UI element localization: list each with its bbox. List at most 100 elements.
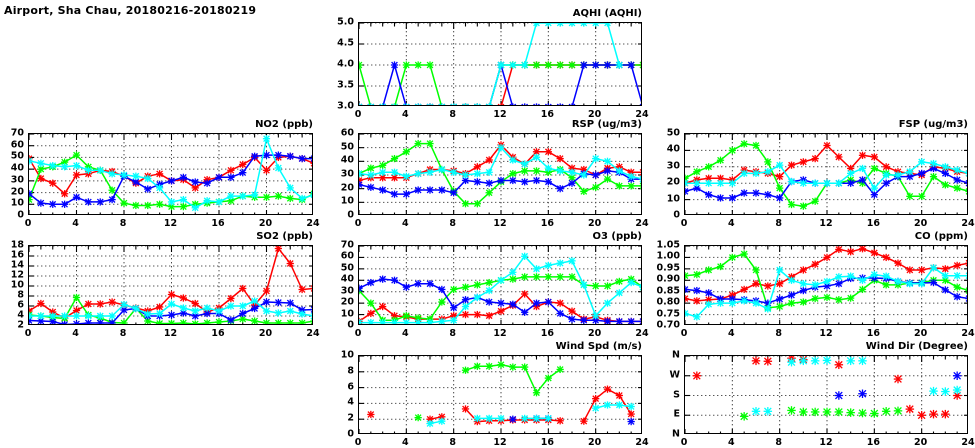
plot-canvas-fsp bbox=[685, 134, 967, 214]
y-tick-label: 8 bbox=[347, 365, 354, 377]
data-point-marker bbox=[603, 317, 612, 324]
data-point-marker bbox=[132, 304, 140, 313]
data-point-marker bbox=[29, 312, 33, 320]
data-point-marker bbox=[787, 299, 796, 307]
data-point-marker bbox=[918, 192, 926, 200]
data-point-marker bbox=[426, 318, 434, 324]
x-tick-label: 0 bbox=[680, 218, 688, 229]
data-point-marker bbox=[799, 158, 807, 166]
data-point-marker bbox=[603, 299, 612, 307]
y-tick-label: 0.75 bbox=[656, 308, 680, 320]
data-point-marker bbox=[521, 363, 529, 371]
plot-area-wind_spd bbox=[358, 355, 642, 434]
y-tick-label: 10 bbox=[340, 349, 354, 361]
data-point-marker bbox=[509, 170, 517, 178]
data-point-marker bbox=[965, 259, 967, 267]
data-point-marker bbox=[685, 309, 689, 318]
data-point-marker bbox=[485, 103, 493, 105]
data-point-marker bbox=[438, 298, 446, 306]
data-point-marker bbox=[37, 312, 45, 320]
data-point-marker bbox=[274, 246, 282, 253]
data-point-marker bbox=[438, 285, 446, 294]
data-point-marker bbox=[473, 170, 481, 178]
x-tick-label: 16 bbox=[540, 109, 554, 120]
data-point-marker bbox=[262, 166, 271, 174]
data-point-marker bbox=[787, 177, 796, 186]
data-point-marker bbox=[870, 191, 878, 199]
data-point-marker bbox=[509, 268, 517, 276]
data-point-marker bbox=[414, 139, 422, 148]
data-point-marker bbox=[906, 168, 914, 176]
data-point-marker bbox=[568, 23, 576, 27]
data-point-marker bbox=[728, 194, 736, 202]
data-point-marker bbox=[580, 23, 588, 27]
data-point-marker bbox=[846, 408, 855, 417]
data-point-marker bbox=[49, 312, 57, 320]
data-point-marker bbox=[870, 164, 878, 173]
data-point-marker bbox=[835, 246, 843, 254]
plot-area-co bbox=[684, 245, 968, 325]
data-point-marker bbox=[941, 409, 950, 419]
data-point-marker bbox=[96, 312, 104, 320]
data-point-marker bbox=[728, 146, 736, 155]
data-point-marker bbox=[882, 179, 890, 187]
y-tick-label: 4 bbox=[347, 396, 354, 408]
y-tick-label: 10 bbox=[340, 195, 354, 207]
plot-canvas-wind_dir bbox=[685, 356, 967, 433]
data-point-marker bbox=[144, 174, 152, 183]
data-point-marker bbox=[870, 409, 879, 418]
data-point-marker bbox=[532, 167, 541, 175]
data-point-marker bbox=[72, 151, 81, 159]
data-point-marker bbox=[84, 319, 92, 324]
data-point-marker bbox=[485, 414, 493, 423]
y-tick-label: 0.85 bbox=[656, 285, 680, 297]
data-point-marker bbox=[568, 315, 576, 323]
y-tick-label: 0 bbox=[17, 209, 24, 221]
data-point-marker bbox=[274, 164, 282, 172]
data-point-marker bbox=[156, 303, 164, 311]
data-point-marker bbox=[509, 300, 517, 308]
y-tick-label: 40 bbox=[340, 154, 354, 166]
data-point-marker bbox=[592, 171, 600, 179]
data-point-marker bbox=[705, 179, 713, 187]
data-point-marker bbox=[156, 170, 164, 178]
x-tick-label: 4 bbox=[728, 218, 735, 229]
data-point-marker bbox=[941, 286, 949, 294]
y-tick-label: 50 bbox=[340, 262, 354, 274]
data-point-marker bbox=[763, 357, 773, 366]
data-point-marker bbox=[167, 198, 176, 206]
data-point-marker bbox=[811, 179, 819, 187]
y-tick-label: 10 bbox=[10, 197, 24, 209]
data-point-marker bbox=[787, 161, 796, 169]
y-tick-label: 10 bbox=[10, 279, 24, 291]
data-point-marker bbox=[544, 273, 552, 281]
data-point-marker bbox=[239, 284, 247, 293]
data-point-marker bbox=[497, 307, 505, 315]
y-tick-label: 16 bbox=[10, 249, 24, 261]
y-tick-label: 0.95 bbox=[656, 262, 680, 274]
data-point-marker bbox=[402, 172, 410, 180]
data-point-marker bbox=[509, 156, 517, 164]
y-tick-label: 3.0 bbox=[337, 100, 354, 112]
data-point-marker bbox=[473, 414, 481, 423]
data-point-marker bbox=[953, 176, 961, 184]
data-point-marker bbox=[426, 103, 434, 105]
data-point-marker bbox=[834, 391, 844, 400]
data-point-marker bbox=[426, 139, 434, 148]
y-tick-label: 20 bbox=[340, 182, 354, 194]
data-point-marker bbox=[544, 374, 552, 382]
data-point-marker bbox=[438, 186, 446, 194]
plot-area-so2 bbox=[28, 245, 313, 325]
data-point-marker bbox=[556, 61, 564, 69]
plot-area-aqhi bbox=[358, 22, 642, 106]
data-point-marker bbox=[497, 61, 505, 69]
data-point-marker bbox=[262, 193, 271, 201]
data-point-marker bbox=[811, 154, 819, 163]
data-point-marker bbox=[929, 386, 938, 396]
data-point-marker bbox=[367, 410, 375, 419]
data-point-marker bbox=[390, 154, 399, 163]
data-point-marker bbox=[639, 182, 641, 190]
data-point-marker bbox=[556, 185, 564, 193]
data-point-marker bbox=[227, 173, 235, 181]
